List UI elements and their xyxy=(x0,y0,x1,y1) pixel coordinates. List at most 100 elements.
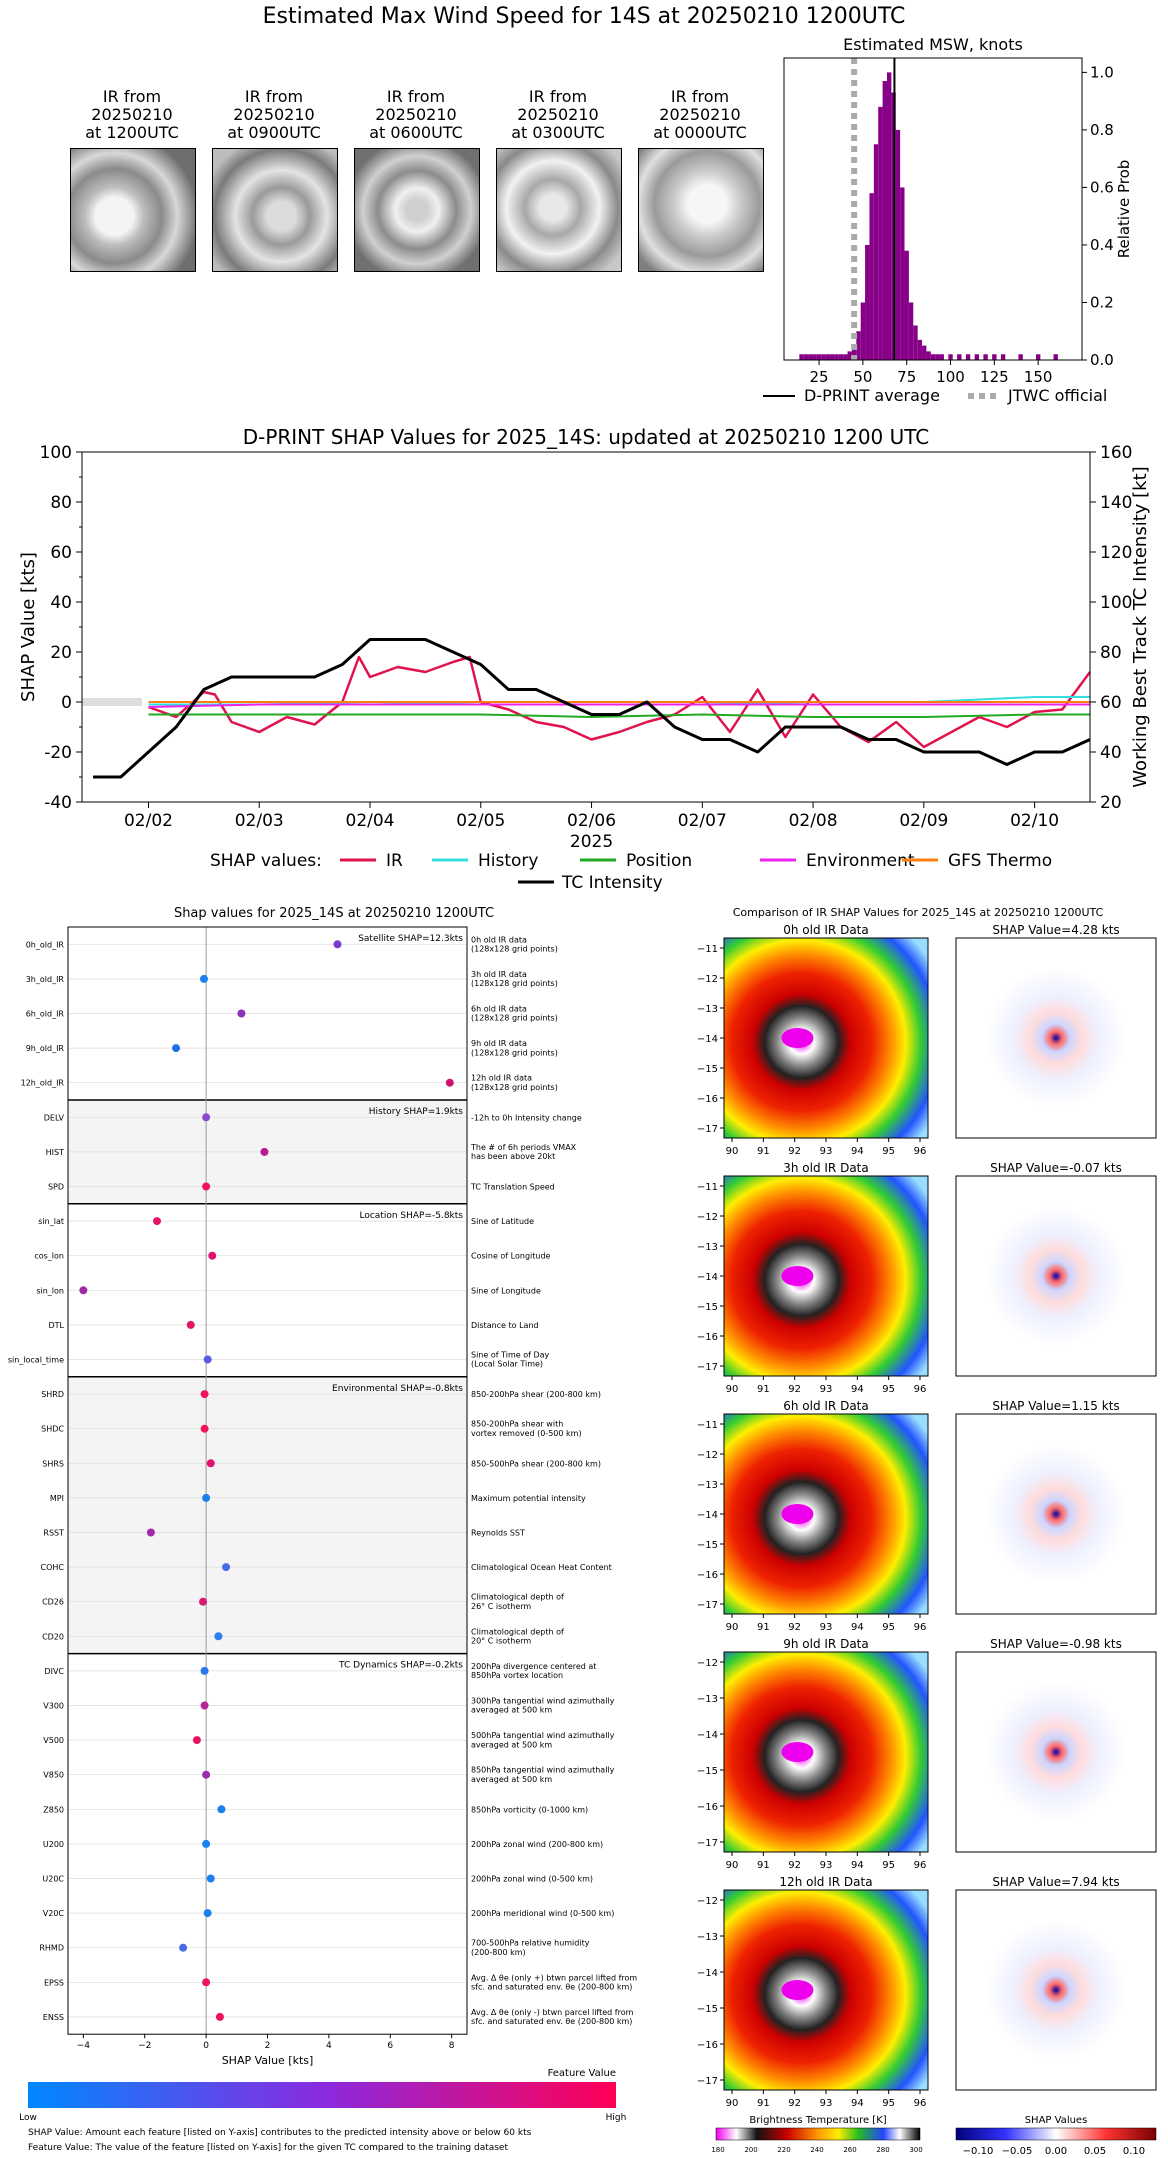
y-tick-label: 0 xyxy=(61,693,72,713)
feature-label: Z850 xyxy=(43,1805,64,1814)
y-tick-label: 40 xyxy=(50,593,72,613)
bt-colorbar-tick: 180 xyxy=(711,2146,724,2154)
feature-point xyxy=(208,1251,217,1260)
feature-description: Avg. Δ θe (only -) btwn parcel lifted fr… xyxy=(471,2008,634,2026)
feature-point xyxy=(192,1736,201,1745)
y-tick-label: 100 xyxy=(40,443,72,463)
x-tick-label: 75 xyxy=(897,368,916,386)
feature-label: V500 xyxy=(43,1736,64,1745)
histogram-bar xyxy=(816,354,822,360)
x-tick-label: 94 xyxy=(851,2098,864,2109)
feature-description: The # of 6h periods VMAX has been above 2… xyxy=(470,1143,577,1161)
x-tick-label: 93 xyxy=(820,1146,833,1157)
ir-cold-core xyxy=(781,1742,814,1762)
group-label: History SHAP=1.9kts xyxy=(369,1107,464,1117)
y-axis-label: Relative Prob xyxy=(1115,160,1133,259)
feature-chart-title: Shap values for 2025_14S at 20250210 120… xyxy=(174,906,494,921)
feature-description: 850-200hPa shear (200-800 km) xyxy=(471,1390,601,1399)
feature-label: DELV xyxy=(44,1113,65,1122)
x-tick-label: 8 xyxy=(449,2041,455,2051)
ir-thumbnail-image xyxy=(70,148,196,272)
x-tick-label: 96 xyxy=(914,2098,927,2109)
feature-description: Avg. Δ θe (only +) btwn parcel lifted fr… xyxy=(471,1973,637,1991)
x-tick-label: 92 xyxy=(788,1146,801,1157)
y2-tick-label: 20 xyxy=(1100,793,1122,813)
shap-colorbar-tick: 0.10 xyxy=(1123,2146,1145,2157)
feature-description: -12h to 0h Intensity change xyxy=(471,1113,582,1122)
histogram-bar xyxy=(843,354,848,360)
ir-cold-core xyxy=(781,1266,814,1286)
x-tick-label: 125 xyxy=(980,368,1009,386)
thumbnail-caption: IR from 20250210 at 0600UTC xyxy=(369,87,463,142)
bt-colorbar xyxy=(715,2127,921,2141)
y-tick-label: 0.2 xyxy=(1090,293,1114,311)
feature-point xyxy=(202,1113,211,1122)
x-tick-label: 02/09 xyxy=(899,811,948,831)
feature-description: 850-200hPa shear with vortex removed (0-5… xyxy=(471,1420,582,1438)
feature-point xyxy=(206,1874,215,1883)
feature-description: Cosine of Longitude xyxy=(471,1252,551,1261)
shap-image xyxy=(955,1651,1157,1853)
feature-description: 12h old IR data (128x128 grid points) xyxy=(471,1074,558,1092)
y-tick-label: −12 xyxy=(697,1450,718,1461)
y-tick-label: −13 xyxy=(697,1694,718,1705)
feature-point xyxy=(200,1666,209,1675)
feature-label: SPD xyxy=(48,1183,64,1192)
feature-description: 200hPa meridional wind (0-500 km) xyxy=(471,1909,614,1918)
y-tick-label: −15 xyxy=(697,2004,718,2015)
histogram-bar xyxy=(799,354,804,360)
ir-image-title: 0h old IR Data xyxy=(783,923,869,937)
histogram-bar xyxy=(948,354,953,360)
shap-colorbar-title: SHAP Values xyxy=(1025,2115,1088,2126)
legend-title: SHAP values: xyxy=(210,851,322,871)
feature-label: ENSS xyxy=(43,2013,64,2022)
y-tick-label: −16 xyxy=(697,1332,718,1343)
ir-image xyxy=(723,937,929,1139)
group-shade xyxy=(68,1376,467,1654)
zero-band xyxy=(82,698,142,706)
shap-image xyxy=(955,1175,1157,1377)
histogram-bar xyxy=(882,81,887,360)
x-tick-label: 90 xyxy=(726,2098,739,2109)
y-tick-label: 1.0 xyxy=(1090,63,1114,81)
y-tick-label: 20 xyxy=(50,643,72,663)
ir-cold-core xyxy=(781,1980,814,2000)
legend-label: GFS Thermo xyxy=(948,851,1052,871)
histogram-bar xyxy=(913,325,918,360)
feature-point xyxy=(203,1355,212,1364)
histogram-bar xyxy=(860,302,866,360)
legend-official-label: JTWC official xyxy=(1007,386,1107,405)
histogram-bar xyxy=(917,339,923,360)
y-tick-label: −12 xyxy=(697,1896,718,1907)
ir-cold-core xyxy=(781,1028,814,1048)
feature-label: U200 xyxy=(43,1840,64,1849)
histogram-bar xyxy=(922,345,927,360)
feature-label: U20C xyxy=(42,1875,64,1884)
ir-panel-title: Comparison of IR SHAP Values for 2025_14… xyxy=(733,906,1104,919)
y-tick-label: 0.6 xyxy=(1090,178,1114,196)
y-tick-label: −11 xyxy=(697,944,718,955)
group-label: TC Dynamics SHAP=-0.2kts xyxy=(338,1661,463,1671)
feature-description: Sine of Latitude xyxy=(471,1217,534,1226)
ir-image-title: 3h old IR Data xyxy=(783,1161,869,1175)
feature-label: 6h_old_IR xyxy=(26,1010,65,1019)
feature-label: DTL xyxy=(48,1321,64,1330)
feature-label: V850 xyxy=(43,1771,64,1780)
legend-average-label: D-PRINT average xyxy=(804,386,940,405)
feature-point xyxy=(260,1147,269,1156)
histogram-bar xyxy=(886,72,892,360)
thumbnail-caption: IR from 20250210 at 0900UTC xyxy=(227,87,321,142)
feature-point xyxy=(202,1839,211,1848)
shap-colorbar-tick: −0.10 xyxy=(963,2146,994,2157)
histogram-bar xyxy=(821,354,826,360)
y-axis-label: SHAP Value [kts] xyxy=(18,552,39,702)
feature-description: Climatological depth of 20° C isotherm xyxy=(471,1627,564,1645)
feature-description: 0h old IR data (128x128 grid points) xyxy=(471,935,558,953)
x-tick-label: −2 xyxy=(138,2041,151,2051)
feature-description: Climatological depth of 26° C isotherm xyxy=(471,1593,564,1611)
bt-colorbar-tick: 220 xyxy=(777,2146,790,2154)
histogram-bar xyxy=(904,250,909,360)
x-tick-label: 90 xyxy=(726,1622,739,1633)
group-label: Location SHAP=-5.8kts xyxy=(359,1211,463,1221)
y-tick-label: −13 xyxy=(697,1004,718,1015)
